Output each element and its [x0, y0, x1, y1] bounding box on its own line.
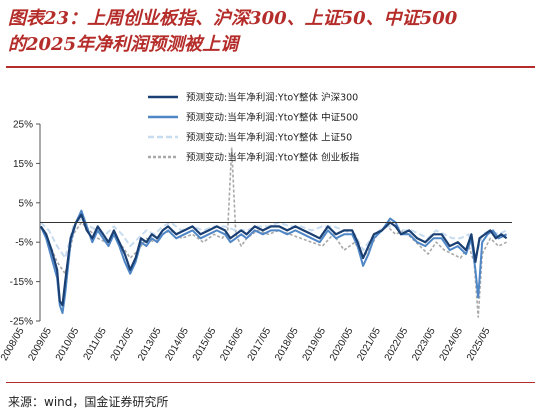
x-tick-label: 2016/05 [218, 326, 246, 363]
series-line-2 [39, 209, 508, 315]
x-tick-label: 2009/05 [26, 326, 54, 363]
legend-label: 预测变动:当年净利润:YtoY整体 上证50 [186, 132, 352, 144]
legend-label: 预测变动:当年净利润:YtoY整体 创业板指 [186, 152, 360, 164]
figure-title: 图表23：上周创业板指、沪深300、上证50、中证500 的2025年净利润预测… [8, 6, 533, 58]
y-tick-label: -15% [10, 277, 33, 288]
x-tick-label: 2021/05 [355, 326, 383, 363]
x-tick-label: 2023/05 [410, 326, 438, 363]
x-tick-label: 2024/05 [438, 326, 466, 363]
x-tick-label: 2025/05 [465, 326, 493, 363]
y-tick-label: 25% [13, 120, 33, 131]
figure-title-line-1: 图表23：上周创业板指、沪深300、上证50、中证500 [8, 8, 458, 29]
x-tick-label: 2013/05 [136, 326, 164, 363]
x-tick-label: 2008/05 [0, 326, 27, 363]
source-note: 来源：wind，国金证券研究所 [8, 395, 169, 409]
x-tick-label: 2018/05 [273, 326, 301, 363]
series-line-1 [39, 213, 508, 307]
y-tick-label: -5% [15, 238, 33, 249]
x-tick-label: 2014/05 [163, 326, 191, 363]
x-tick-label: 2010/05 [54, 326, 82, 363]
figure-title-line-2: 的2025年净利润预测被上调 [8, 34, 239, 55]
series-line-4 [40, 146, 507, 318]
x-tick-label: 2019/05 [301, 326, 329, 363]
x-tick-label: 2012/05 [109, 326, 137, 363]
x-tick-label: 2017/05 [246, 326, 274, 363]
legend-label: 预测变动:当年净利润:YtoY整体 中证500 [186, 112, 358, 124]
y-tick-label: 15% [13, 159, 33, 170]
y-tick-label: 5% [19, 198, 34, 209]
x-tick-label: 2015/05 [191, 326, 219, 363]
x-tick-label: 2011/05 [82, 326, 109, 363]
x-tick-label: 2020/05 [328, 326, 356, 363]
legend-label: 预测变动:当年净利润:YtoY整体 沪深300 [186, 92, 358, 104]
y-tick-label: -25% [10, 317, 33, 328]
source-rule [6, 382, 535, 383]
x-tick-label: 2022/05 [383, 326, 411, 363]
title-rule [6, 66, 535, 68]
